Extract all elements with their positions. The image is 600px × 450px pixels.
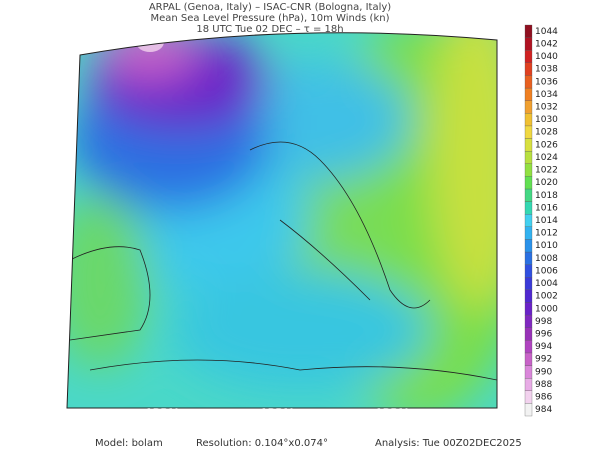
colorbar-label: 1030 [535, 115, 558, 125]
colorbar-swatch [524, 214, 533, 227]
colorbar-label: 1012 [535, 229, 558, 239]
colorbar-swatch [524, 138, 533, 152]
colorbar-label: 1036 [535, 77, 558, 87]
colorbar-label: 1034 [535, 90, 558, 100]
colorbar-swatch [524, 378, 533, 391]
colorbar-swatch [524, 163, 533, 177]
colorbar-swatch [524, 365, 533, 379]
colorbar-swatch [524, 62, 533, 76]
colorbar-label: 1008 [535, 254, 558, 264]
colorbar-swatch [524, 188, 533, 202]
header-line: 18 UTC Tue 02 DEC – τ = 18h [196, 24, 343, 35]
colorbar-swatch [524, 37, 533, 51]
colorbar-label: 984 [535, 405, 552, 415]
colorbar-label: 998 [535, 317, 552, 327]
colorbar-label: 1038 [535, 65, 558, 75]
colorbar-label: 1024 [535, 153, 558, 163]
colorbar-label: 1006 [535, 266, 558, 276]
colorbar-swatch [524, 327, 533, 341]
colorbar-label: 1000 [535, 304, 558, 314]
colorbar-label: 1028 [535, 128, 558, 138]
colorbar-label: 996 [535, 330, 552, 340]
colorbar-label: 986 [535, 393, 552, 403]
colorbar-label: 1016 [535, 203, 558, 213]
footer-model: Model: bolam [95, 438, 163, 449]
watermark: ARPAL [260, 407, 297, 418]
watermark: ARPAL [375, 407, 412, 418]
colorbar-label: 1022 [535, 166, 558, 176]
colorbar-label: 1042 [535, 39, 558, 49]
colorbar-label: 990 [535, 367, 552, 377]
colorbar-swatch [524, 289, 533, 303]
colorbar-swatch [524, 176, 533, 190]
footer-analysis: Analysis: Tue 00Z02DEC2025 [375, 438, 522, 449]
colorbar-label: 988 [535, 380, 552, 390]
colorbar-swatch [524, 239, 533, 253]
colorbar-swatch [524, 340, 533, 354]
colorbar-swatch [524, 352, 533, 366]
colorbar-label: 1010 [535, 241, 558, 251]
colorbar-swatch [524, 50, 533, 63]
map-frame [66, 32, 498, 409]
colorbar-swatch [524, 150, 533, 164]
colorbar-swatch [524, 75, 533, 89]
colorbar-label: 994 [535, 342, 552, 352]
colorbar-swatch [524, 277, 533, 291]
colorbar: 984 986 988 990 992 994 996 998 1000 1002 1004 1006… [524, 24, 558, 417]
colorbar-swatch [524, 24, 533, 38]
colorbar-swatch [524, 125, 533, 139]
colorbar-label: 1044 [535, 27, 558, 37]
colorbar-label: 992 [535, 355, 552, 365]
watermark: ARPAL [145, 407, 182, 418]
colorbar-label: 1032 [535, 102, 558, 112]
colorbar-swatch [524, 113, 533, 127]
colorbar-swatch [524, 390, 533, 404]
colorbar-swatch [524, 314, 533, 328]
colorbar-swatch [524, 403, 533, 417]
footer-resolution: Resolution: 0.104°x0.074° [196, 438, 328, 449]
colorbar-label: 1014 [535, 216, 558, 226]
colorbar-swatch [524, 100, 533, 114]
map [67, 32, 497, 409]
colorbar-swatch [524, 201, 533, 215]
colorbar-swatch [524, 87, 533, 101]
colorbar-label: 1020 [535, 178, 558, 188]
colorbar-swatch [524, 302, 533, 316]
colorbar-label: 1004 [535, 279, 558, 289]
colorbar-swatch [524, 226, 533, 240]
colorbar-label: 1018 [535, 191, 558, 201]
colorbar-label: 1026 [535, 140, 558, 150]
header-line: ARPAL (Genoa, Italy) – ISAC-CNR (Bologna… [149, 2, 391, 13]
colorbar-swatch [524, 264, 533, 278]
header-line: Mean Sea Level Pressure (hPa), 10m Winds… [151, 13, 390, 24]
colorbar-label: 1002 [535, 292, 558, 302]
colorbar-label: 1040 [535, 52, 558, 62]
colorbar-swatch [524, 251, 533, 265]
